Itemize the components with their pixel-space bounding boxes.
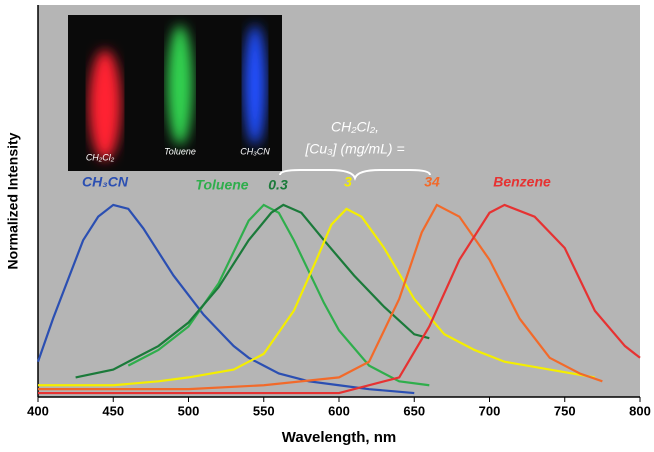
x-tick-label: 400: [27, 403, 49, 418]
x-tick-label: 650: [403, 403, 425, 418]
x-tick-label: 700: [479, 403, 501, 418]
series-label: Benzene: [493, 174, 551, 190]
series-label: 3: [344, 174, 352, 190]
x-tick-label: 500: [178, 403, 200, 418]
series-label: CH₃CN: [82, 174, 129, 190]
x-tick-label: 750: [554, 403, 576, 418]
series-label: 34: [424, 174, 440, 190]
inset-label: Toluene: [164, 146, 196, 156]
chart: CH₂Cl₂, [Cu₃] (mg/mL) = CH₂Cl₂ Toluene C…: [0, 0, 654, 452]
series-label: Toluene: [195, 177, 248, 193]
series-label: 0.3: [268, 177, 288, 193]
x-tick-label: 450: [102, 403, 124, 418]
annotation: [Cu₃] (mg/mL) =: [304, 141, 404, 157]
y-axis-label: Normalized Intensity: [5, 132, 21, 269]
x-tick-label: 800: [629, 403, 651, 418]
inset-label: CH₂Cl₂: [86, 152, 115, 162]
inset-label: CH₃CN: [240, 146, 270, 156]
x-tick-label: 600: [328, 403, 350, 418]
x-tick-label: 550: [253, 403, 275, 418]
annotation: CH₂Cl₂,: [331, 119, 379, 135]
x-axis-label: Wavelength, nm: [282, 429, 396, 446]
